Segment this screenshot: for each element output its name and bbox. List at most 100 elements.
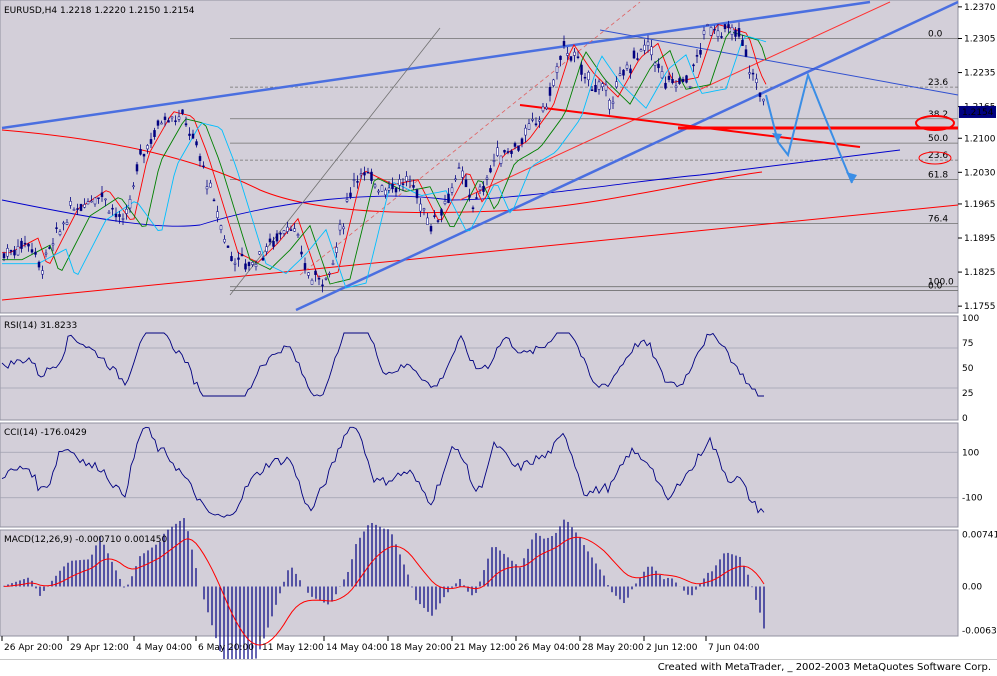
circle-50 [918,151,952,165]
candle-body [181,109,184,114]
trendline-lower [295,0,959,312]
candle-body [734,30,737,37]
axis-layer: 1.23701.23051.22351.21651.21001.20301.19… [1,3,997,653]
time-tick-label-2: 4 May 04:00 [136,643,192,653]
cci-line [1,426,765,518]
red-dashed [299,1,641,276]
candle-body [429,226,433,232]
candle-body [506,151,510,153]
footer: Created with MetaTrader, _ 2002-2003 Met… [0,659,997,676]
price-tick-label-4: 1.2100 [964,134,996,144]
candle-body [541,106,545,112]
candle-body [412,185,415,188]
candle-body [566,53,569,56]
candle-body [625,64,629,69]
candle-body [688,86,692,88]
candle-body [408,179,412,182]
candle-body [261,257,265,261]
candle-body [163,116,167,120]
time-tick-label-9: 28 May 20:00 [582,643,644,653]
candle-body [202,165,205,168]
candle-body [524,127,527,136]
fib-label-4: 23.6 [928,151,948,161]
candle-body [706,24,709,26]
candle-body [100,192,104,197]
candle-body [552,79,555,86]
candle-body [366,171,370,174]
candle-body [489,168,492,173]
candle-body [237,257,240,260]
candle-body [569,56,573,61]
candle-body [142,153,146,157]
candle-body [699,49,702,55]
candle-body [681,78,685,82]
candle-body [629,68,632,74]
candle-body [692,64,695,67]
candle-body [198,156,202,161]
candle-body [23,242,27,245]
candle-body [422,208,426,211]
candle-body [265,246,268,252]
candle-body [576,56,580,58]
candle-body [62,222,65,225]
candle-body [615,81,618,88]
candle-body [275,233,279,242]
candle-body [667,75,671,80]
candle-body [303,263,307,270]
price-tick-label-1: 1.2305 [964,34,996,44]
candle-body [289,229,293,231]
candle-body [461,170,464,178]
candle-body [230,256,233,262]
candle-body [121,218,125,220]
rsi-tick-label-2: 50 [962,364,974,374]
candle-body [363,172,366,176]
candle-body [643,44,646,51]
candle-body [72,209,76,211]
candle-body [562,41,566,46]
fib-label-0: 0.0 [928,29,943,39]
candle-body [737,28,741,37]
candle-body [55,227,58,229]
candle-body [139,149,142,155]
candle-body [104,198,107,201]
candle-body [188,133,191,136]
candle-body [496,147,499,156]
macd-tick-label-1: 0.00 [962,582,982,592]
arrow-head-2 [772,133,782,142]
candle-body [79,203,83,211]
candle-body [370,171,373,181]
candle-body [517,145,520,151]
candle-body [720,36,723,38]
candle-body [751,72,755,75]
time-tick-label-7: 21 May 12:00 [454,643,516,653]
candle-body [713,28,716,31]
candle-body [510,150,513,154]
cci-tick-label-0: 100 [962,448,979,458]
candle-body [485,177,489,180]
candle-body [167,120,170,123]
candle-body [51,243,55,246]
candle-body [597,81,601,90]
fib-label-8: 0.0 [928,282,943,292]
trendline-thin [599,29,959,96]
candle-body [475,197,478,199]
candle-body [359,173,363,176]
candle-body [671,78,674,84]
candle-body [478,186,482,191]
candle-body [405,176,408,182]
candle-body [30,249,34,253]
candle-body [286,226,289,232]
candle-body [545,106,548,110]
candle-body [559,55,562,60]
ma-line-1 [2,31,767,285]
candle-body [611,101,615,104]
candle-body [685,75,688,83]
current-price-label: 1.2154 [962,108,994,118]
time-tick-label-10: 2 Jun 12:00 [646,643,698,653]
candle-body [153,130,156,137]
price-tick-label-7: 1.1895 [964,234,996,244]
candle-body [44,252,48,255]
trendline-upper [1,0,871,130]
candle-body [76,208,79,210]
